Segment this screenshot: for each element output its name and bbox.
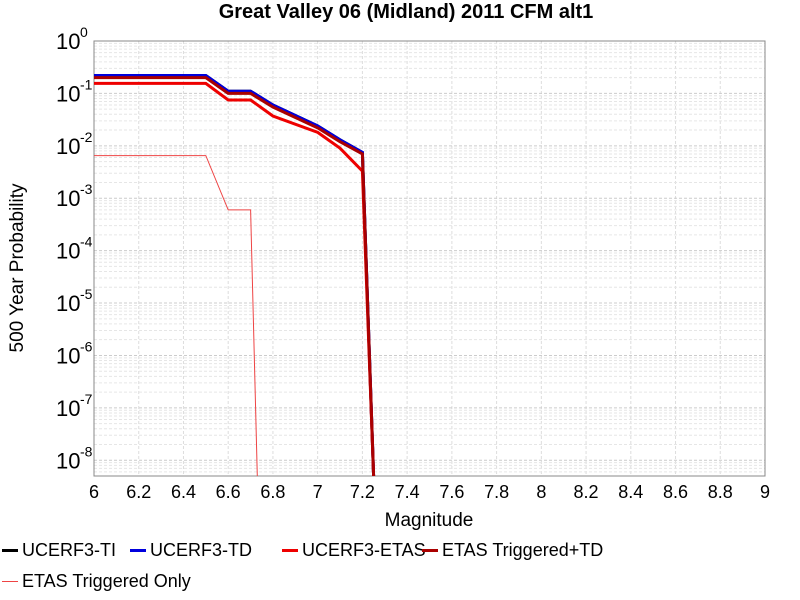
legend-label: UCERF3-TI — [22, 539, 116, 560]
legend: UCERF3-TI UCERF3-TD UCERF3-ETAS ETAS Trigge… — [0, 536, 800, 600]
legend-swatch — [282, 548, 298, 552]
legend-swatch — [2, 580, 18, 582]
series-line-ucerf3-etas — [94, 81, 376, 477]
x-tick-label: 6.2 — [126, 482, 151, 502]
y-tick-label: 10 -3 — [56, 181, 93, 211]
x-tick-label: 8.4 — [618, 482, 643, 502]
legend-swatch — [130, 548, 146, 552]
series-group — [94, 74, 376, 477]
legend-label: UCERF3-ETAS — [302, 539, 426, 560]
y-tick-label: 10 -5 — [56, 286, 93, 316]
y-tick-base: 10 — [56, 448, 80, 473]
x-tick-label: 6 — [89, 482, 99, 502]
y-tick-label: 10 0 — [56, 24, 88, 54]
y-tick-exponent: -6 — [80, 338, 93, 354]
y-tick-exponent: -2 — [80, 129, 93, 145]
x-tick-labels: 6 6.2 6.4 6.6 6.8 7 7.2 7.4 7.6 7.8 8 8.2 8.4 8.6 8.8 9 — [89, 482, 770, 502]
y-axis-label: 500 Year Probability — [7, 183, 28, 353]
y-tick-base: 10 — [56, 134, 80, 159]
legend-item: UCERF3-TI — [2, 538, 116, 562]
y-tick-label: 10 -7 — [56, 391, 93, 421]
x-tick-label: 9 — [760, 482, 770, 502]
y-tick-exponent: -1 — [80, 76, 93, 92]
legend-label: ETAS Triggered Only — [22, 570, 191, 591]
y-tick-base: 10 — [56, 291, 80, 316]
x-tick-label: 7.6 — [439, 482, 464, 502]
x-tick-label: 7.4 — [395, 482, 420, 502]
chart-svg: Great Valley 06 (Midland) 2011 CFM alt1 … — [7, 1, 770, 531]
x-axis-label: Magnitude — [385, 510, 474, 531]
y-tick-exponent: -4 — [80, 234, 93, 250]
y-tick-exponent: -7 — [80, 391, 93, 407]
x-tick-label: 8 — [536, 482, 546, 502]
x-tick-label: 7.8 — [484, 482, 509, 502]
series-line-etas-triggered-only — [94, 155, 258, 477]
y-tick-exponent: 0 — [80, 24, 88, 40]
y-tick-label: 10 -1 — [56, 76, 93, 106]
plot-area — [93, 40, 766, 477]
x-tick-label: 8.2 — [574, 482, 599, 502]
x-tick-label: 8.6 — [663, 482, 688, 502]
x-tick-label: 7 — [313, 482, 323, 502]
y-tick-base: 10 — [56, 343, 80, 368]
y-tick-label: 10 -6 — [56, 338, 93, 368]
legend-label: UCERF3-TD — [150, 539, 252, 560]
y-tick-base: 10 — [56, 29, 80, 54]
chart-grid — [93, 40, 766, 476]
y-tick-base: 10 — [56, 81, 80, 106]
y-tick-base: 10 — [56, 239, 80, 264]
legend-swatch — [2, 548, 18, 552]
x-tick-label: 6.6 — [216, 482, 241, 502]
y-tick-label: 10 -4 — [56, 234, 93, 264]
x-tick-label: 7.2 — [350, 482, 375, 502]
x-tick-label: 6.8 — [260, 482, 285, 502]
legend-item: UCERF3-TD — [130, 538, 252, 562]
legend-item: ETAS Triggered+TD — [422, 538, 603, 562]
y-tick-base: 10 — [56, 396, 80, 421]
legend-item: UCERF3-ETAS — [282, 538, 426, 562]
chart-title: Great Valley 06 (Midland) 2011 CFM alt1 — [219, 1, 594, 23]
y-tick-base: 10 — [56, 186, 80, 211]
y-tick-exponent: -8 — [80, 443, 93, 459]
series-line-etas-triggered-td — [94, 76, 376, 477]
y-tick-exponent: -3 — [80, 181, 93, 197]
legend-label: ETAS Triggered+TD — [442, 539, 604, 560]
x-tick-label: 8.8 — [708, 482, 733, 502]
x-tick-label: 6.4 — [171, 482, 196, 502]
legend-swatch — [422, 548, 438, 552]
y-tick-exponent: -5 — [80, 286, 93, 302]
legend-item: ETAS Triggered Only — [2, 569, 191, 593]
y-tick-label: 10 -8 — [56, 443, 93, 473]
y-tick-label: 10 -2 — [56, 129, 93, 159]
